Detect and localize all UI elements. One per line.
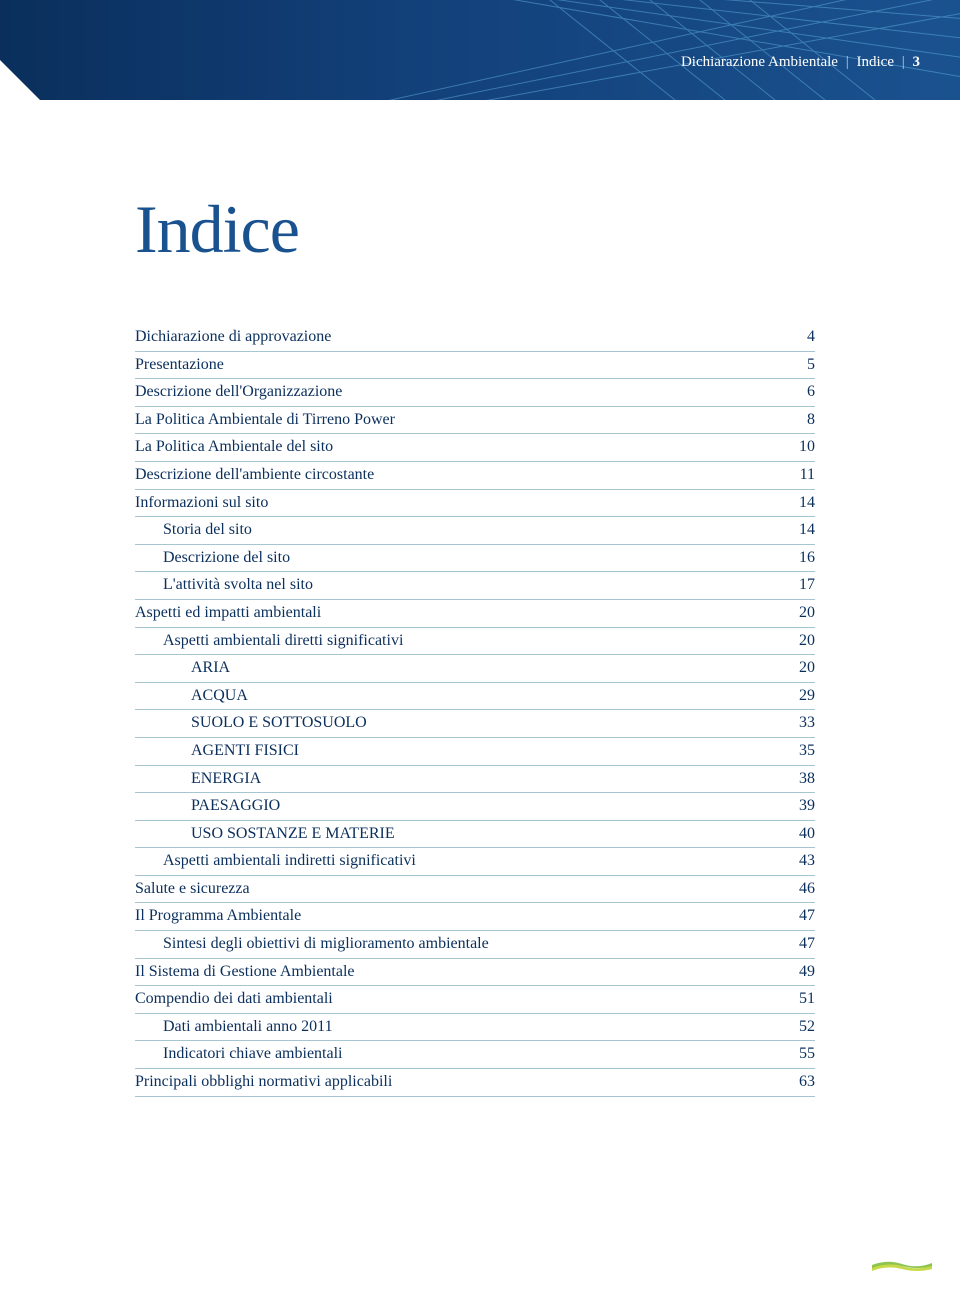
toc-label: Sintesi degli obiettivi di miglioramento…: [135, 933, 779, 955]
toc-page-number: 5: [787, 354, 815, 376]
header-running-title: Dichiarazione Ambientale | Indice | 3: [681, 54, 920, 71]
toc-row: La Politica Ambientale di Tirreno Power8: [135, 407, 815, 435]
toc-label: Principali obblighi normativi applicabil…: [135, 1071, 779, 1093]
table-of-contents: Dichiarazione di approvazione4Presentazi…: [135, 324, 815, 1097]
toc-row: Storia del sito14: [135, 517, 815, 545]
toc-page-number: 20: [779, 602, 815, 624]
toc-label: ARIA: [135, 657, 779, 679]
toc-label: Aspetti ambientali indiretti significati…: [135, 850, 779, 872]
toc-row: Il Sistema di Gestione Ambientale49: [135, 959, 815, 987]
toc-label: Aspetti ambientali diretti significativi: [135, 630, 779, 652]
header-band: Dichiarazione Ambientale | Indice | 3: [0, 0, 960, 100]
toc-page-number: 38: [779, 768, 815, 790]
toc-label: La Politica Ambientale di Tirreno Power: [135, 409, 787, 431]
toc-page-number: 47: [779, 905, 815, 927]
toc-label: Indicatori chiave ambientali: [135, 1043, 779, 1065]
toc-row: Descrizione del sito16: [135, 545, 815, 573]
toc-row: Salute e sicurezza46: [135, 876, 815, 904]
toc-label: ENERGIA: [135, 768, 779, 790]
toc-page-number: 14: [779, 519, 815, 541]
toc-row: Presentazione5: [135, 352, 815, 380]
toc-label: Il Programma Ambientale: [135, 905, 779, 927]
toc-page-number: 29: [779, 685, 815, 707]
toc-page-number: 51: [779, 988, 815, 1010]
toc-row: Indicatori chiave ambientali55: [135, 1041, 815, 1069]
toc-label: AGENTI FISICI: [135, 740, 779, 762]
toc-page-number: 6: [787, 381, 815, 403]
toc-label: Presentazione: [135, 354, 787, 376]
toc-page-number: 14: [779, 492, 815, 514]
toc-row: Descrizione dell'Organizzazione6: [135, 379, 815, 407]
toc-page-number: 46: [779, 878, 815, 900]
toc-page-number: 40: [779, 823, 815, 845]
toc-label: USO SOSTANZE E MATERIE: [135, 823, 779, 845]
toc-page-number: 43: [779, 850, 815, 872]
toc-page-number: 17: [779, 574, 815, 596]
toc-label: Descrizione del sito: [135, 547, 779, 569]
toc-row: ARIA20: [135, 655, 815, 683]
toc-label: L'attività svolta nel sito: [135, 574, 779, 596]
toc-page-number: 35: [779, 740, 815, 762]
toc-page-number: 39: [779, 795, 815, 817]
toc-row: Informazioni sul sito14: [135, 490, 815, 518]
toc-row: USO SOSTANZE E MATERIE40: [135, 821, 815, 849]
toc-label: Salute e sicurezza: [135, 878, 779, 900]
toc-page-number: 8: [787, 409, 815, 431]
toc-label: Descrizione dell'Organizzazione: [135, 381, 787, 403]
toc-label: ACQUA: [135, 685, 779, 707]
toc-page-number: 55: [779, 1043, 815, 1065]
toc-page-number: 20: [779, 657, 815, 679]
toc-row: Dati ambientali anno 201152: [135, 1014, 815, 1042]
header-page-number: 3: [913, 54, 921, 70]
toc-label: Compendio dei dati ambientali: [135, 988, 779, 1010]
toc-label: Descrizione dell'ambiente circostante: [135, 464, 780, 486]
toc-page-number: 47: [779, 933, 815, 955]
toc-page-number: 20: [779, 630, 815, 652]
toc-row: Aspetti ambientali indiretti significati…: [135, 848, 815, 876]
toc-label: La Politica Ambientale del sito: [135, 436, 779, 458]
toc-row: ENERGIA38: [135, 766, 815, 794]
toc-row: Compendio dei dati ambientali51: [135, 986, 815, 1014]
toc-row: SUOLO E SOTTOSUOLO33: [135, 710, 815, 738]
toc-page-number: 4: [787, 326, 815, 348]
header-separator: |: [846, 54, 849, 70]
toc-label: Storia del sito: [135, 519, 779, 541]
toc-page-number: 33: [779, 712, 815, 734]
toc-label: SUOLO E SOTTOSUOLO: [135, 712, 779, 734]
toc-row: Aspetti ambientali diretti significativi…: [135, 628, 815, 656]
toc-row: Descrizione dell'ambiente circostante11: [135, 462, 815, 490]
toc-row: Dichiarazione di approvazione4: [135, 324, 815, 352]
toc-row: PAESAGGIO39: [135, 793, 815, 821]
header-doc-title: Dichiarazione Ambientale: [681, 54, 838, 70]
toc-row: ACQUA29: [135, 683, 815, 711]
header-separator: |: [902, 54, 905, 70]
toc-row: Aspetti ed impatti ambientali20: [135, 600, 815, 628]
header-section: Indice: [857, 54, 894, 70]
toc-page-number: 10: [779, 436, 815, 458]
toc-row: Il Programma Ambientale47: [135, 903, 815, 931]
toc-label: Dichiarazione di approvazione: [135, 326, 787, 348]
toc-label: Informazioni sul sito: [135, 492, 779, 514]
toc-page-number: 52: [779, 1016, 815, 1038]
toc-label: PAESAGGIO: [135, 795, 779, 817]
toc-page-number: 16: [779, 547, 815, 569]
toc-label: Aspetti ed impatti ambientali: [135, 602, 779, 624]
toc-row: Sintesi degli obiettivi di miglioramento…: [135, 931, 815, 959]
toc-row: Principali obblighi normativi applicabil…: [135, 1069, 815, 1097]
toc-label: Dati ambientali anno 2011: [135, 1016, 779, 1038]
toc-row: L'attività svolta nel sito17: [135, 572, 815, 600]
page-content: Indice Dichiarazione di approvazione4Pre…: [135, 190, 815, 1097]
toc-label: Il Sistema di Gestione Ambientale: [135, 961, 779, 983]
footer-accent-icon: [872, 1259, 932, 1273]
toc-page-number: 63: [779, 1071, 815, 1093]
toc-page-number: 49: [779, 961, 815, 983]
header-lines-graphic: [0, 0, 960, 100]
toc-row: AGENTI FISICI35: [135, 738, 815, 766]
page-title: Indice: [135, 190, 815, 269]
toc-page-number: 11: [780, 464, 815, 486]
toc-row: La Politica Ambientale del sito10: [135, 434, 815, 462]
